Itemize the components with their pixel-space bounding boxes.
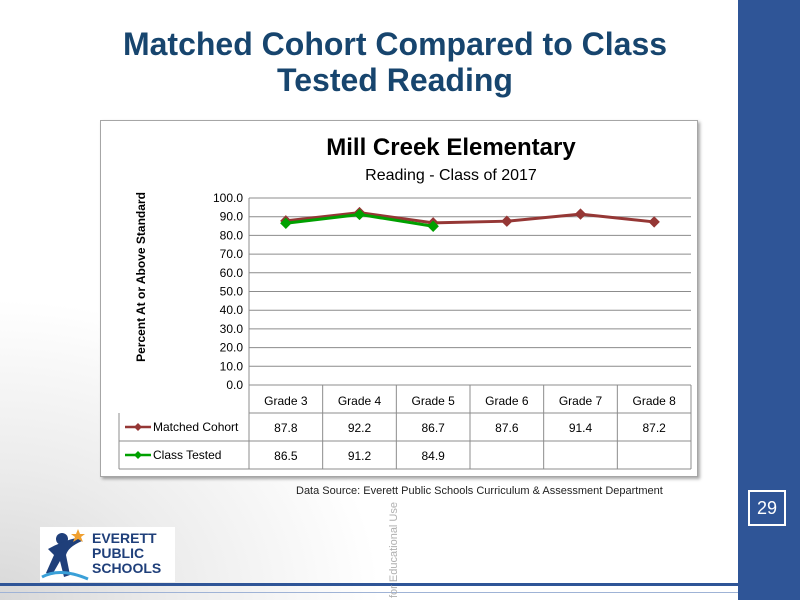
data-point <box>648 216 660 228</box>
x-tick-label: Grade 6 <box>485 394 529 408</box>
y-tick-label: 50.0 <box>220 285 244 299</box>
x-tick-label: Grade 8 <box>632 394 676 408</box>
data-label: 87.2 <box>642 421 666 435</box>
data-label: 87.8 <box>274 421 298 435</box>
watermark-text: for Educational Use <box>388 502 400 598</box>
legend-marker <box>134 451 142 459</box>
x-tick-label: Grade 4 <box>338 394 382 408</box>
legend-label: Class Tested <box>153 448 221 462</box>
y-tick-label: 80.0 <box>220 228 244 242</box>
x-tick-label: Grade 7 <box>559 394 603 408</box>
logo-line-2: PUBLIC <box>92 545 145 561</box>
data-point <box>501 215 513 227</box>
data-label: 86.5 <box>274 449 298 463</box>
y-tick-label: 10.0 <box>220 359 244 373</box>
y-axis-label: Percent At or Above Standard <box>134 192 148 362</box>
x-tick-label: Grade 3 <box>264 394 308 408</box>
data-label: 86.7 <box>421 421 445 435</box>
data-label: 92.2 <box>348 421 372 435</box>
x-tick-label: Grade 5 <box>411 394 455 408</box>
chart-subtitle: Reading - Class of 2017 <box>365 167 537 184</box>
y-tick-label: 70.0 <box>220 247 244 261</box>
logo-line-1: EVERETT <box>92 530 157 546</box>
y-tick-label: 100.0 <box>213 191 243 205</box>
data-label: 84.9 <box>421 449 445 463</box>
chart-title: Mill Creek Elementary <box>326 134 576 161</box>
y-tick-label: 60.0 <box>220 266 244 280</box>
bottom-rule <box>0 583 738 586</box>
logo-wordmark: EVERETT PUBLIC SCHOOLS <box>92 531 161 576</box>
series-line-matched-cohort <box>285 211 655 225</box>
data-label: 91.4 <box>569 421 593 435</box>
data-source-note: Data Source: Everett Public Schools Curr… <box>296 485 663 497</box>
everett-public-schools-logo: EVERETT PUBLIC SCHOOLS <box>40 527 175 582</box>
data-point <box>427 220 439 232</box>
bottom-rule-thin <box>0 592 738 593</box>
y-tick-label: 0.0 <box>226 378 243 392</box>
y-tick-label: 90.0 <box>220 210 244 224</box>
data-point <box>353 208 366 221</box>
data-label: 91.2 <box>348 449 372 463</box>
y-tick-label: 40.0 <box>220 303 244 317</box>
page-number: 29 <box>748 490 786 526</box>
legend-label: Matched Cohort <box>153 420 239 434</box>
line-chart: Mill Creek Elementary Reading - Class of … <box>118 134 692 470</box>
data-point <box>280 217 292 229</box>
chart-panel: Mill Creek Elementary Reading - Class of … <box>100 120 698 477</box>
legend-marker <box>134 423 142 431</box>
logo-figure-icon <box>41 529 89 581</box>
data-point <box>574 208 587 220</box>
logo-line-3: SCHOOLS <box>92 560 162 576</box>
y-tick-label: 30.0 <box>220 322 244 336</box>
y-tick-label: 20.0 <box>220 341 244 355</box>
slide-title: Matched Cohort Compared to Class Tested … <box>122 26 668 98</box>
data-label: 87.6 <box>495 421 519 435</box>
